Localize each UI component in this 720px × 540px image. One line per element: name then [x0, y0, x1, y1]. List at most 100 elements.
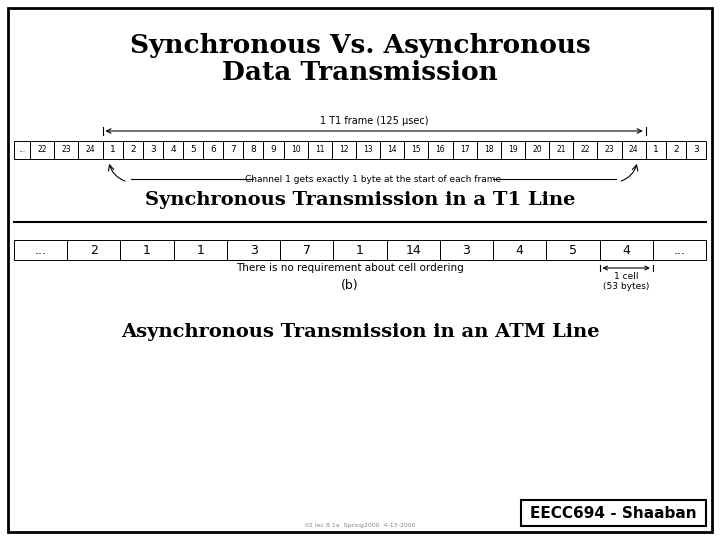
Bar: [686, 141, 706, 159]
Bar: [102, 141, 122, 159]
Bar: [653, 240, 706, 260]
Bar: [356, 141, 380, 159]
Text: 1: 1: [197, 244, 204, 256]
Text: 1: 1: [109, 145, 115, 154]
Bar: [30, 141, 54, 159]
Bar: [333, 240, 387, 260]
Text: 14: 14: [387, 145, 397, 154]
Text: Asynchronous Transmission in an ATM Line: Asynchronous Transmission in an ATM Line: [121, 323, 599, 341]
Bar: [380, 141, 404, 159]
Bar: [264, 141, 284, 159]
Text: 1 T1 frame (125 μsec): 1 T1 frame (125 μsec): [320, 116, 428, 126]
Bar: [501, 141, 525, 159]
Bar: [243, 141, 264, 159]
Bar: [280, 240, 333, 260]
Text: (b): (b): [341, 280, 359, 293]
Text: Synchronous Transmission in a T1 Line: Synchronous Transmission in a T1 Line: [145, 191, 575, 209]
Text: 23: 23: [605, 145, 614, 154]
Text: Channel 1 gets exactly 1 byte at the start of each frame: Channel 1 gets exactly 1 byte at the sta…: [245, 174, 501, 184]
Text: ...: ...: [35, 244, 47, 256]
Bar: [546, 240, 600, 260]
Bar: [573, 141, 598, 159]
Bar: [14, 240, 67, 260]
Bar: [598, 141, 621, 159]
Bar: [404, 141, 428, 159]
Bar: [549, 141, 573, 159]
Text: 3: 3: [150, 145, 156, 154]
Text: 3: 3: [462, 244, 470, 256]
Bar: [440, 240, 493, 260]
Text: 12: 12: [339, 145, 348, 154]
Text: 9: 9: [271, 145, 276, 154]
Bar: [453, 141, 477, 159]
Text: Data Transmission: Data Transmission: [222, 59, 498, 84]
Text: 3: 3: [693, 145, 699, 154]
Text: 4: 4: [516, 244, 523, 256]
Text: 2: 2: [673, 145, 679, 154]
Text: 24: 24: [629, 145, 639, 154]
Text: 11: 11: [315, 145, 325, 154]
Text: 24: 24: [86, 145, 95, 154]
Bar: [203, 141, 223, 159]
Bar: [54, 141, 78, 159]
Bar: [227, 240, 280, 260]
Text: 4: 4: [622, 244, 630, 256]
Text: 23: 23: [61, 145, 71, 154]
Text: 13: 13: [363, 145, 373, 154]
Text: 20: 20: [532, 145, 542, 154]
Bar: [521, 500, 706, 526]
Text: 22: 22: [580, 145, 590, 154]
Text: 4: 4: [170, 145, 176, 154]
Bar: [120, 240, 174, 260]
Bar: [646, 141, 666, 159]
Text: 16: 16: [436, 145, 445, 154]
Text: 22: 22: [37, 145, 47, 154]
Bar: [223, 141, 243, 159]
Text: 5: 5: [569, 244, 577, 256]
Bar: [621, 141, 646, 159]
Text: 1: 1: [143, 244, 151, 256]
Text: 8: 8: [251, 145, 256, 154]
Bar: [428, 141, 453, 159]
Bar: [477, 141, 501, 159]
Text: 02 lec 8 1a  Spring2000  4-13-2000: 02 lec 8 1a Spring2000 4-13-2000: [305, 523, 415, 529]
Bar: [78, 141, 102, 159]
Text: 5: 5: [190, 145, 196, 154]
Text: 18: 18: [484, 145, 493, 154]
Text: ...: ...: [19, 145, 26, 154]
Text: 19: 19: [508, 145, 518, 154]
Text: There is no requirement about cell ordering: There is no requirement about cell order…: [236, 263, 464, 273]
Text: 21: 21: [557, 145, 566, 154]
Text: 1: 1: [653, 145, 659, 154]
Text: ...: ...: [673, 244, 685, 256]
Bar: [307, 141, 332, 159]
Bar: [493, 240, 546, 260]
Text: 6: 6: [210, 145, 216, 154]
Bar: [525, 141, 549, 159]
Text: 3: 3: [250, 244, 258, 256]
Bar: [666, 141, 686, 159]
Bar: [284, 141, 307, 159]
Text: 2: 2: [130, 145, 135, 154]
Text: 17: 17: [460, 145, 469, 154]
Text: 7: 7: [230, 145, 236, 154]
Bar: [67, 240, 120, 260]
Text: 1 cell
(53 bytes): 1 cell (53 bytes): [603, 272, 649, 292]
Bar: [387, 240, 440, 260]
Text: 2: 2: [90, 244, 98, 256]
Bar: [163, 141, 183, 159]
Text: EECC694 - Shaaban: EECC694 - Shaaban: [530, 505, 697, 521]
Text: 14: 14: [405, 244, 421, 256]
Text: 10: 10: [291, 145, 300, 154]
Bar: [174, 240, 227, 260]
Text: Synchronous Vs. Asynchronous: Synchronous Vs. Asynchronous: [130, 32, 590, 57]
Text: 1: 1: [356, 244, 364, 256]
Bar: [183, 141, 203, 159]
Bar: [600, 240, 653, 260]
Bar: [143, 141, 163, 159]
Bar: [332, 141, 356, 159]
Bar: [14, 141, 30, 159]
Text: 15: 15: [412, 145, 421, 154]
Text: 7: 7: [303, 244, 311, 256]
Bar: [122, 141, 143, 159]
